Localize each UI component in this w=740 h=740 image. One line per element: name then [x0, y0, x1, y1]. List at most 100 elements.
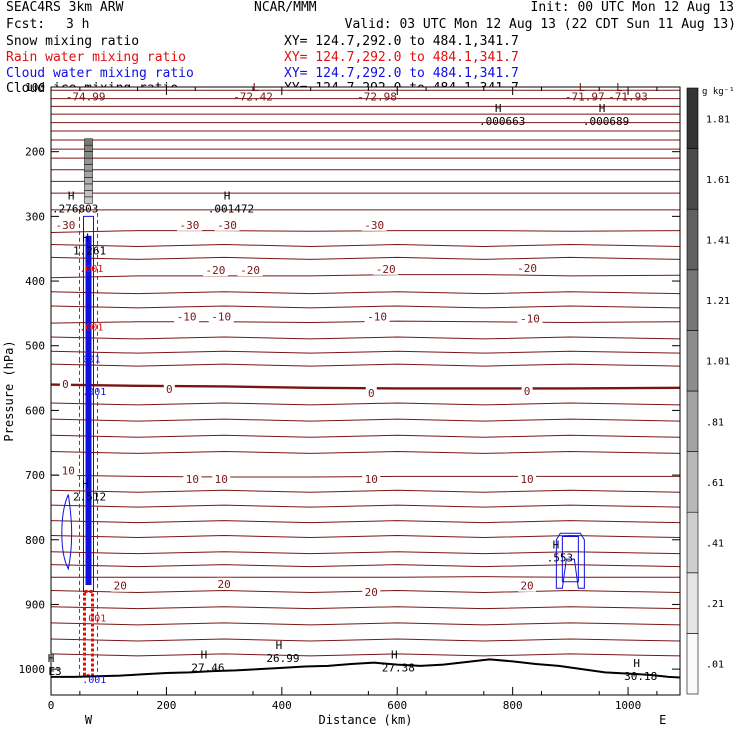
contour-label: 0 [166, 383, 173, 396]
high-value: E3 [48, 665, 61, 678]
high-value: 26.99 [266, 652, 299, 665]
contour-label: 0 [368, 387, 375, 400]
contour-label: 20 [520, 580, 533, 593]
x-tick-label: 800 [503, 699, 523, 712]
colorbar-segment [686, 511, 699, 574]
mixing-ratio-label: .001 [82, 675, 106, 686]
contour-label-bg [237, 264, 263, 277]
contour-label-bg [518, 473, 537, 486]
colorbar-segment [686, 633, 699, 695]
y-tick-label: 500 [25, 340, 45, 353]
isotherm-0 [50, 383, 681, 390]
isotherm-line [50, 520, 681, 524]
cloud-water-core [85, 235, 92, 586]
contour-label-bg [163, 383, 175, 396]
isotherm-line [50, 243, 681, 247]
isotherm-line [50, 606, 681, 610]
y-tick-label: 300 [25, 210, 45, 223]
valid-time: Valid: 03 UTC Mon 12 Aug 13 (22 CDT Sun … [344, 17, 736, 32]
isotherm-line [50, 638, 681, 642]
contour-label-bg [59, 464, 78, 477]
colorbar-segment [686, 451, 699, 513]
contour-label: 10 [365, 473, 378, 486]
high-marker: H [391, 649, 398, 662]
high-value: 27.38 [382, 662, 415, 675]
top-label: -72.98 [357, 91, 397, 104]
model-title: SEAC4RS 3km ARW [6, 0, 124, 15]
cloud-water-outline [83, 215, 95, 593]
isotherm--30 [50, 230, 681, 234]
contour-label-bg [183, 473, 202, 486]
cloud-cell-inner [561, 536, 579, 583]
top-label: L [253, 81, 260, 94]
x-tick-label: 200 [156, 699, 176, 712]
contour-label: -10 [520, 313, 540, 326]
high-value: .001472 [208, 202, 254, 215]
mixing-ratio-label: .001 [82, 613, 106, 624]
contour-label-bg [208, 310, 234, 323]
field-cloudwater-name: Cloud water mixing ratio [6, 66, 194, 81]
contour-label-bg [521, 385, 533, 398]
contour-label-bg [176, 218, 202, 231]
colorbar-label: 1.81 [706, 114, 730, 125]
y-tick-label: 800 [25, 534, 45, 547]
contour-label-bg [365, 387, 377, 399]
y-tick-label: 700 [25, 469, 45, 482]
contour-label: 10 [186, 473, 199, 486]
east-label: E [659, 713, 666, 727]
contour-label: 0 [62, 378, 69, 391]
high-marker: H [276, 639, 283, 652]
contour-label: 20 [217, 578, 230, 591]
contour-label-bg [212, 473, 231, 486]
contour-label-bg [59, 377, 71, 390]
colorbar-segment [686, 330, 699, 392]
terrain-line [51, 658, 681, 679]
contour-label: -20 [240, 264, 260, 277]
high-marker: H [495, 102, 502, 115]
high-marker: H [553, 539, 560, 552]
isotherm-line [50, 535, 681, 539]
isotherm--20 [50, 274, 681, 279]
contour-label: -20 [206, 264, 226, 277]
isotherm-line [50, 363, 681, 367]
colorbar-segment [686, 87, 699, 149]
high-value: 30.18 [624, 670, 657, 683]
init-time: Init: 00 UTC Mon 12 Aug 13 [530, 0, 735, 15]
high-value: .276803 [52, 202, 98, 215]
contour-label: -20 [376, 263, 396, 276]
colorbar-label: .41 [706, 539, 724, 550]
high-value: 2.512 [73, 490, 106, 503]
cloud-water-low [61, 494, 73, 571]
y-tick-label: 400 [25, 275, 45, 288]
contour-label-bg [518, 579, 537, 592]
contour-label-bg [215, 577, 234, 590]
west-label: W [85, 713, 93, 727]
contour-label: 10 [520, 473, 533, 486]
colorbar-segment [686, 269, 699, 331]
high-value: .000663 [479, 115, 525, 128]
org-label: NCAR/MMM [254, 0, 317, 15]
x-tick-label: 400 [272, 699, 292, 712]
snow-cell [84, 138, 93, 146]
high-value: .553 [547, 552, 574, 565]
contour-label: -30 [180, 219, 200, 232]
mixing-ratio-label: .001 [76, 355, 100, 366]
high-marker: H [201, 649, 208, 662]
high-marker: H [82, 231, 89, 244]
high-marker: H [224, 189, 231, 202]
contour-label-bg [111, 579, 130, 592]
x-axis-title: Distance (km) [319, 713, 413, 727]
high-value: 27.46 [191, 662, 224, 675]
field-snow-name: Snow mixing ratio [6, 34, 140, 49]
snow-cell [84, 183, 93, 191]
mixing-ratio-label: .001 [79, 322, 103, 333]
snow-cell [84, 144, 93, 152]
field-cloudwater-xy: XY= 124.7,292.0 to 484.1,341.7 [284, 66, 519, 81]
contour-label-bg [514, 262, 540, 275]
field-rain-name: Rain water mixing ratio [6, 50, 187, 65]
colorbar-segment [686, 148, 699, 210]
contour-label: 20 [365, 586, 378, 599]
y-tick-label: 1000 [19, 663, 46, 676]
contour-label-bg [364, 310, 390, 323]
snow-cell [84, 170, 93, 178]
